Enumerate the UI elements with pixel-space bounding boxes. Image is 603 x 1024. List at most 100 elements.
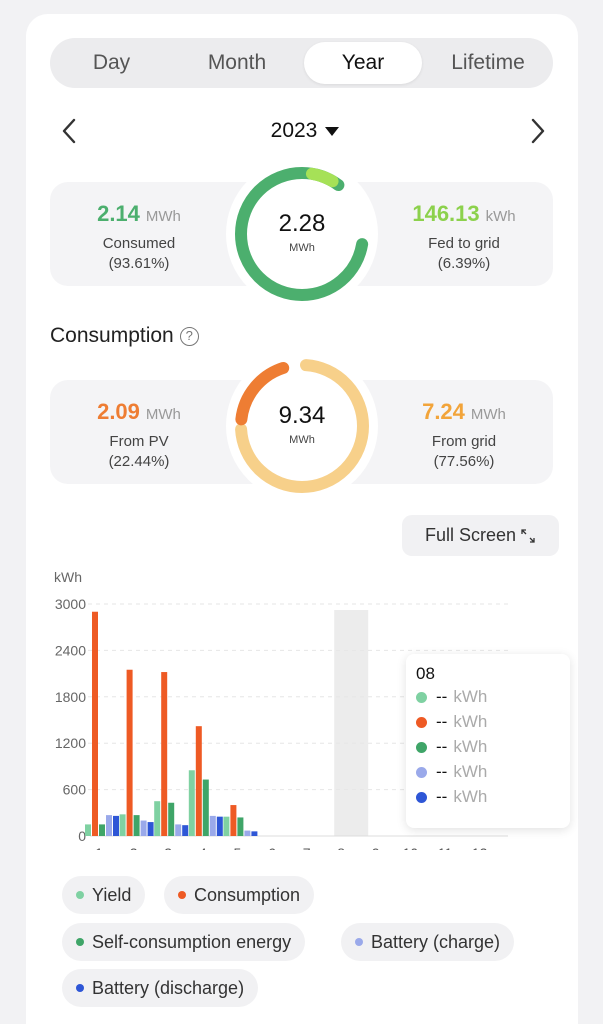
consumption-ring-chart [235,359,369,493]
bar [188,770,195,836]
chevron-left-icon [62,118,76,144]
year-selector-label: 2023 [270,119,318,142]
x-tick-label: 3 [164,845,172,850]
y-tick-label: 0 [78,828,86,844]
expand-icon [521,528,535,543]
help-icon[interactable]: ? [179,326,199,346]
tab-day[interactable]: Day [92,51,131,74]
x-tick-label: 10 [403,845,419,850]
x-tick-label: 4 [199,845,207,850]
yield-ring-chart [235,167,369,301]
bar [168,802,175,836]
total-yield-unit: MWh [289,242,315,254]
x-tick-label: 7 [303,845,311,850]
fed-to-grid-value: 146.13 [412,201,480,226]
next-period-button[interactable] [522,114,552,148]
yield-dot-icon [76,891,84,899]
caret-down-icon [325,126,340,136]
tooltip-unit: kWh [453,687,488,706]
legend-consumption[interactable]: Consumption [164,876,315,914]
bar [195,726,202,836]
year-selector[interactable]: 2023 [240,116,370,146]
tab-lifetime[interactable]: Lifetime [451,51,525,74]
x-tick-label: 8 [337,845,345,850]
consumed-percent: (93.61%) [108,255,170,272]
bar [244,830,251,836]
bar [223,816,230,836]
bar [119,814,126,836]
y-tick-label: 2400 [55,642,86,658]
legend-yield[interactable]: Yield [62,876,146,914]
consumed-ring-segment [235,167,369,301]
period-tabs: Day Month Year Lifetime [50,38,553,88]
from-pv-stat: 2.09 MWh From PV (22.44%) [54,399,224,470]
full-screen-label: Full Screen [424,525,517,545]
legend-consumption-label: Consumption [194,884,301,905]
bar [113,815,119,836]
chevron-right-icon [531,118,545,144]
consumed-unit: MWh [145,208,181,225]
series-dot-icon [416,791,427,803]
x-tick-label: 9 [372,845,380,850]
legend-battery-charge[interactable]: Battery (charge) [341,923,515,961]
tooltip-row: -- kWh [416,761,487,783]
tooltip-unit: kWh [453,737,488,756]
tooltip-row: -- kWh [416,786,487,808]
consumed-stat: 2.14 MWh Consumed (93.61%) [54,201,224,272]
from-grid-value: 7.24 [422,399,465,424]
x-tick-label: 5 [234,845,242,850]
y-axis-unit-label: kWh [54,570,82,585]
bar [251,831,258,836]
tab-month[interactable]: Month [207,51,267,74]
bar [126,669,133,836]
tooltip-row: -- kWh [416,711,487,733]
legend-self-consumption-label: Self-consumption energy [92,931,292,952]
tooltip-value: -- [436,787,448,806]
from-pv-unit: MWh [145,406,181,423]
fed-to-grid-stat: 146.13 kWh Fed to grid (6.39%) [379,201,549,272]
legend-battery-discharge[interactable]: Battery (discharge) [62,969,259,1007]
battery-discharge-dot-icon [76,984,84,992]
bar [237,817,244,836]
previous-period-button[interactable] [55,114,85,148]
fed-to-grid-label: Fed to grid [428,235,500,252]
series-dot-icon [416,716,427,728]
from-grid-stat: 7.24 MWh From grid (77.56%) [379,399,549,470]
bar [85,824,91,836]
consumption-dot-icon [178,891,186,899]
tooltip-row: -- kWh [416,736,487,758]
chart-tooltip: 08 -- kWh -- kWh -- kWh -- kWh -- kWh [406,654,570,828]
bar [154,801,161,836]
legend-battery-charge-label: Battery (charge) [371,931,501,952]
from-pv-value: 2.09 [97,399,140,424]
energy-summary-ring: 2.28 MWh [226,158,378,310]
tooltip-value: -- [436,712,448,731]
x-tick-label: 11 [438,845,453,850]
y-tick-label: 3000 [55,596,86,612]
y-tick-label: 1800 [55,689,86,705]
consumed-label: Consumed [102,235,176,252]
consumption-title-label: Consumption [50,324,174,347]
consumption-ring: 9.34 MWh [226,350,378,502]
from-grid-ring-segment [235,359,369,493]
tab-year[interactable]: Year [304,42,422,84]
legend-self-consumption[interactable]: Self-consumption energy [62,923,306,961]
tooltip-row: -- kWh [416,686,487,708]
consumed-value: 2.14 [97,201,140,226]
full-screen-button[interactable]: Full Screen [402,515,559,556]
fed-to-grid-unit: kWh [485,208,516,225]
tooltip-title: 08 [416,664,435,683]
x-tick-label: 6 [268,845,276,850]
self-consumption-dot-icon [76,938,84,946]
bar [209,815,216,836]
bar [202,779,209,836]
total-consumption-value: 9.34 [278,402,326,429]
bar [230,805,237,836]
x-tick-label: 12 [472,845,488,850]
battery-charge-dot-icon [355,938,363,946]
series-dot-icon [416,766,427,778]
bar [99,824,105,836]
highlight-band [334,610,369,836]
legend-battery-discharge-label: Battery (discharge) [92,977,245,998]
bar [140,820,147,836]
